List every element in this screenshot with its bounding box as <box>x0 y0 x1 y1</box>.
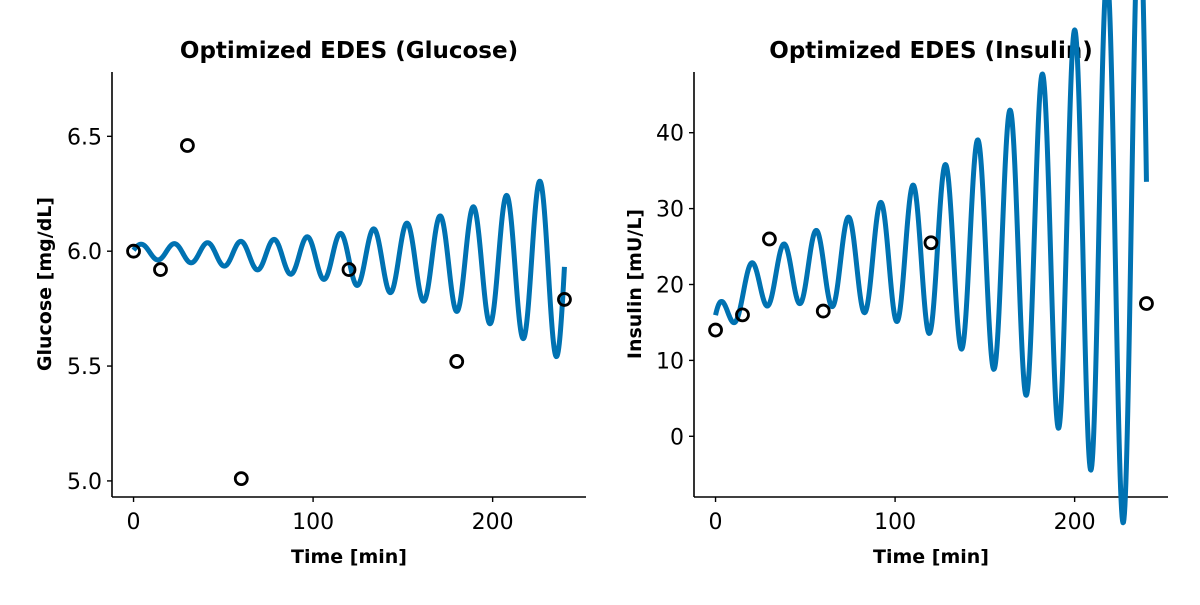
glucose-y-tick-label: 5.0 <box>67 470 102 495</box>
insulin-observations <box>708 231 1154 338</box>
insulin-observation-point <box>1139 296 1154 311</box>
glucose-observation-point <box>153 262 168 277</box>
insulin-y-axis-label: Insulin [mU/L] <box>624 209 646 359</box>
glucose-observation-point <box>449 354 465 369</box>
insulin-x-tick-label: 200 <box>1054 510 1096 535</box>
insulin-observation-point <box>762 231 777 247</box>
insulin-ticks: 0 100 200 0 10 20 30 40 <box>656 122 1096 535</box>
insulin-panel: Optimized EDES (Insulin) 0 100 200 0 10 20 30 4… <box>624 0 1168 568</box>
glucose-observation-point <box>557 292 572 307</box>
glucose-y-tick-label: 6.5 <box>67 125 102 150</box>
glucose-ticks: 0 100 200 5.0 5.5 6.0 6.5 <box>67 125 514 535</box>
glucose-observation-point <box>180 138 195 153</box>
insulin-y-tick-label: 40 <box>656 122 684 147</box>
glucose-chart-title: Optimized EDES (Glucose) <box>180 38 518 64</box>
glucose-x-tick-label: 200 <box>472 510 514 535</box>
glucose-y-tick-label: 5.5 <box>67 355 102 380</box>
glucose-x-tick-label: 100 <box>292 510 334 535</box>
insulin-observation-point <box>708 322 723 338</box>
glucose-panel: Optimized EDES (Glucose) 0 100 200 5.0 5.5 6.… <box>34 38 586 568</box>
glucose-y-axis-label: Glucose [mg/dL] <box>34 197 56 371</box>
glucose-observation-point <box>233 471 249 487</box>
insulin-model-line <box>713 0 1149 526</box>
insulin-x-tick-label: 100 <box>874 510 916 535</box>
glucose-observation-point <box>126 243 141 259</box>
insulin-x-tick-label: 0 <box>709 510 723 535</box>
insulin-chart-title: Optimized EDES (Insulin) <box>769 38 1092 64</box>
insulin-y-tick-label: 20 <box>656 274 684 299</box>
insulin-y-tick-label: 10 <box>656 349 684 374</box>
insulin-y-tick-label: 30 <box>656 198 684 223</box>
insulin-observation-point <box>815 303 831 319</box>
glucose-model-line <box>131 178 567 360</box>
insulin-x-axis-label: Time [min] <box>873 546 989 568</box>
insulin-observation-point <box>735 307 750 323</box>
insulin-observation-point <box>923 235 939 251</box>
glucose-x-tick-label: 0 <box>127 510 141 535</box>
glucose-x-axis-label: Time [min] <box>291 546 407 568</box>
glucose-observation-point <box>341 262 357 277</box>
glucose-y-tick-label: 6.0 <box>67 240 102 265</box>
glucose-observations <box>126 138 572 487</box>
insulin-y-tick-label: 0 <box>670 425 684 450</box>
